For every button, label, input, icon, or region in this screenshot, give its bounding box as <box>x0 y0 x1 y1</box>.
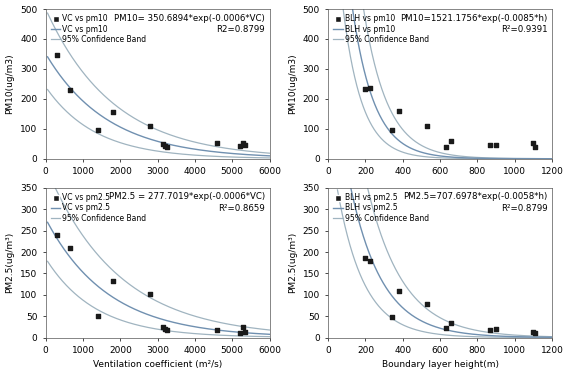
Point <box>486 327 495 333</box>
Point <box>387 314 396 320</box>
Point <box>52 232 61 238</box>
Legend: BLH vs pm10, BLH vs pm10, 95% Confidence Band: BLH vs pm10, BLH vs pm10, 95% Confidence… <box>332 13 431 45</box>
Y-axis label: PM2.5(ug/m³): PM2.5(ug/m³) <box>288 232 297 293</box>
Point <box>447 320 456 326</box>
Point <box>492 326 501 332</box>
Point <box>93 127 102 133</box>
Text: PM10=1521.1756*exp(-0.0085*h)
R²=0.9391: PM10=1521.1756*exp(-0.0085*h) R²=0.9391 <box>400 13 547 34</box>
Text: PM2.5 = 277.7019*exp(-0.0006*VC)
R²=0.8659: PM2.5 = 277.7019*exp(-0.0006*VC) R²=0.86… <box>109 192 265 213</box>
Point <box>422 301 431 307</box>
Point <box>241 329 250 335</box>
Point <box>394 108 403 114</box>
Point <box>422 123 431 129</box>
Point <box>159 324 168 330</box>
Point <box>531 144 540 150</box>
Point <box>241 142 250 148</box>
Point <box>441 325 450 331</box>
Point <box>213 140 222 146</box>
Point <box>531 330 540 336</box>
Point <box>529 329 538 335</box>
Legend: VC vs pm2.5, VC vs pm2.5, 95% Confidence Band: VC vs pm2.5, VC vs pm2.5, 95% Confidence… <box>50 192 148 224</box>
Point <box>239 324 248 330</box>
Point <box>441 144 450 150</box>
Y-axis label: PM10(ug/m3): PM10(ug/m3) <box>6 54 15 114</box>
Point <box>365 258 374 264</box>
Point <box>162 144 171 150</box>
Point <box>361 255 370 261</box>
Point <box>146 291 155 297</box>
Point <box>365 86 374 92</box>
Point <box>160 326 170 332</box>
Y-axis label: PM10(ug/m3): PM10(ug/m3) <box>288 54 297 114</box>
Point <box>108 109 117 115</box>
Point <box>65 87 75 93</box>
Text: PM2.5=707.6978*exp(-0.0058*h)
R²=0.8799: PM2.5=707.6978*exp(-0.0058*h) R²=0.8799 <box>403 192 547 213</box>
Point <box>447 138 456 144</box>
Point <box>235 143 244 149</box>
Point <box>159 141 168 147</box>
Point <box>65 245 75 251</box>
Point <box>387 127 396 133</box>
Legend: BLH vs pm2.5, BLH vs pm2.5, 95% Confidence Band: BLH vs pm2.5, BLH vs pm2.5, 95% Confiden… <box>332 192 431 224</box>
Point <box>486 142 495 148</box>
Point <box>108 278 117 284</box>
Point <box>361 86 370 92</box>
Point <box>235 330 244 336</box>
Point <box>162 327 171 333</box>
X-axis label: Ventilation coefficient (m²/s): Ventilation coefficient (m²/s) <box>93 360 222 369</box>
Point <box>492 142 501 148</box>
Point <box>160 143 170 149</box>
Y-axis label: PM2.5(ug/m³): PM2.5(ug/m³) <box>6 232 15 293</box>
Point <box>146 123 155 129</box>
Text: PM10= 350.6894*exp(-0.0006*VC)
R2=0.8799: PM10= 350.6894*exp(-0.0006*VC) R2=0.8799 <box>114 13 265 34</box>
Point <box>213 327 222 333</box>
X-axis label: Boundary layer height(m): Boundary layer height(m) <box>382 360 498 369</box>
Point <box>239 140 248 146</box>
Point <box>394 288 403 294</box>
Point <box>529 140 538 146</box>
Legend: VC vs pm10, VC vs pm10, 95% Confidence Band: VC vs pm10, VC vs pm10, 95% Confidence B… <box>50 13 148 45</box>
Point <box>93 313 102 319</box>
Point <box>52 51 61 57</box>
